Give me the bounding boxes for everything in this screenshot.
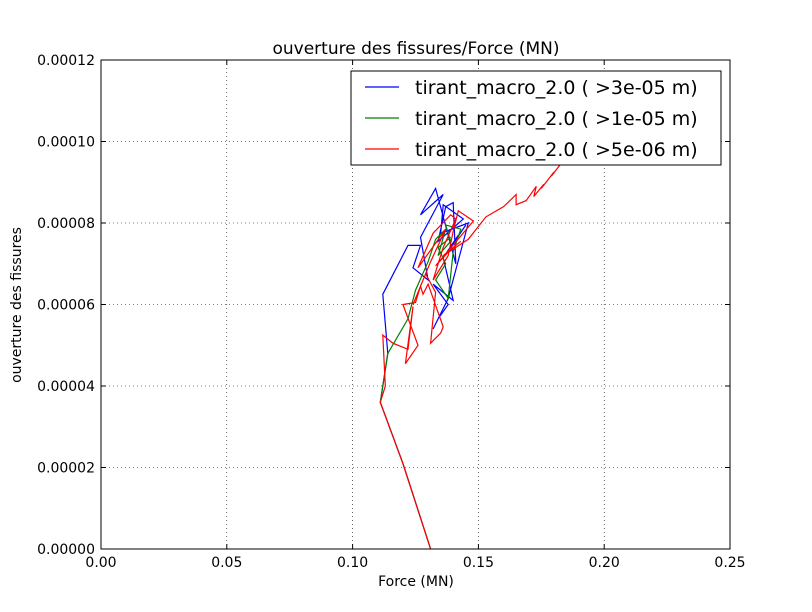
- x-tick-label: 0.25: [714, 555, 745, 571]
- y-tick-label: 0.00002: [37, 461, 95, 477]
- legend-label-1: tirant_macro_2.0 ( >3e-05 m): [415, 77, 698, 99]
- y-tick-label: 0.00008: [37, 216, 95, 232]
- y-tick-label: 0.00012: [37, 53, 95, 69]
- x-tick-label: 0.00: [85, 555, 116, 571]
- x-tick-label: 0.05: [211, 555, 242, 571]
- legend-label-2: tirant_macro_2.0 ( >1e-05 m): [415, 108, 698, 130]
- x-tick-label: 0.20: [589, 555, 620, 571]
- y-tick-label: 0.00006: [37, 298, 95, 314]
- axis-ticks: 0.00 0.05 0.10 0.15 0.20 0.25 0.00000 0.00002 0.…: [37, 53, 745, 571]
- x-axis-label: Force (MN): [378, 574, 454, 590]
- gridlines: [101, 60, 730, 549]
- series-line-2: [379, 224, 462, 550]
- x-tick-label: 0.15: [463, 555, 494, 571]
- chart-title: ouverture des fissures/Force (MN): [272, 39, 559, 59]
- y-tick-label: 0.00000: [37, 542, 95, 558]
- x-tick-label: 0.10: [337, 555, 368, 571]
- legend-box: [350, 70, 722, 166]
- legend-label-3: tirant_macro_2.0 ( >5e-06 m): [415, 139, 698, 161]
- legend: tirant_macro_2.0 ( >3e-05 m) tirant_macro…: [350, 70, 722, 166]
- y-axis-label: ouverture des fissures: [9, 227, 25, 383]
- y-tick-label: 0.00010: [37, 135, 95, 151]
- y-tick-label: 0.00004: [37, 379, 95, 395]
- series-line-1: [379, 186, 470, 550]
